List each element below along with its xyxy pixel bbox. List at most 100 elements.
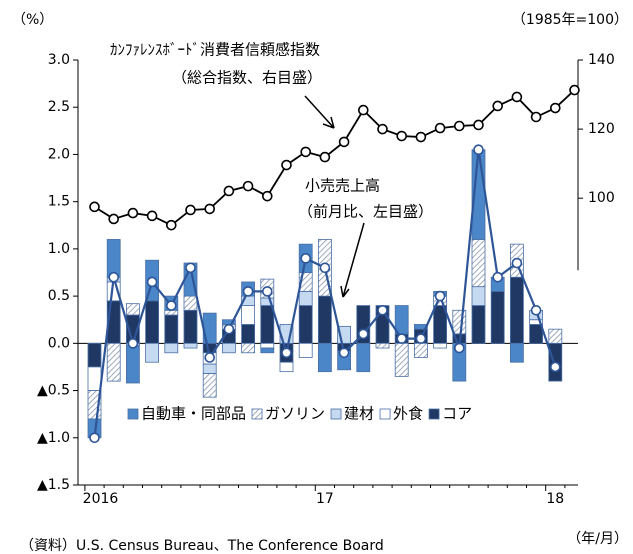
bar-segment (260, 305, 275, 344)
bar-segment (375, 342, 390, 349)
bar-segment (241, 305, 256, 325)
bar-segment (413, 342, 428, 358)
marker (415, 131, 427, 143)
marker (242, 180, 254, 192)
marker (146, 210, 158, 222)
bar-segment (87, 342, 102, 368)
bar-segment (183, 309, 198, 344)
y-tick-label: 0.5 (48, 288, 70, 304)
x-unit: （年/月） (567, 531, 628, 547)
bar-segment (298, 290, 313, 306)
bar-segment (164, 314, 179, 344)
bar-segment (317, 342, 332, 373)
marker (223, 185, 235, 197)
bar-segment (298, 305, 313, 344)
marker (415, 333, 427, 344)
legend-label: 自動車・同部品 (141, 405, 246, 423)
y-tick-label: 1.0 (48, 241, 70, 257)
marker (338, 136, 350, 148)
bar-segment (241, 324, 256, 344)
bar-segment (509, 276, 524, 344)
legend-swatch (127, 408, 139, 420)
marker (166, 219, 177, 231)
arrows (304, 95, 365, 298)
marker (434, 122, 446, 134)
marker (492, 100, 504, 112)
marker (511, 91, 523, 103)
bar-segment (548, 328, 563, 344)
marker (261, 286, 273, 297)
marker (492, 271, 504, 283)
bar-segment (106, 342, 121, 382)
marker (453, 342, 465, 354)
marker (357, 104, 369, 116)
bar-segment (471, 239, 486, 288)
marker (377, 123, 388, 135)
marker (319, 151, 331, 163)
marker (300, 253, 312, 264)
marker (300, 146, 312, 158)
y-tick-label: ▲1.5 (37, 477, 70, 493)
bar-segment (106, 239, 121, 278)
bar-segment (509, 342, 524, 363)
bar-segment (471, 305, 486, 344)
y-tick-label: 2.0 (48, 146, 70, 162)
bar-segment (356, 342, 371, 373)
x-tick-label: 18 (546, 491, 564, 507)
bar-segment (433, 342, 448, 349)
marker (89, 432, 100, 444)
bar-segment (126, 303, 140, 316)
y2-tick-label: 120 (588, 121, 615, 137)
bar-segment (87, 366, 102, 391)
marker (549, 102, 561, 114)
marker (127, 207, 139, 219)
marker (261, 190, 273, 202)
bar-segment (452, 309, 467, 335)
marker (223, 323, 235, 335)
bar-segment (202, 363, 217, 374)
bar-segment (164, 309, 179, 316)
legend-swatch (379, 408, 391, 420)
bar-segment (260, 347, 275, 354)
marker (338, 347, 350, 359)
bar-segment (490, 290, 505, 344)
bar-segment (183, 342, 198, 349)
bar-segment (145, 342, 160, 363)
bar-segment (260, 342, 275, 349)
y-tick-label: ▲0.5 (37, 383, 70, 399)
bar-segment (183, 295, 198, 311)
marker (530, 304, 542, 316)
bar-segment (126, 344, 140, 384)
y-tick-label: ▲1.0 (37, 430, 70, 446)
source: （資料）U.S. Census Bureau、The Conference Bo… (20, 538, 384, 554)
legend-label: コア (442, 405, 472, 423)
marker (357, 328, 369, 340)
marker (204, 203, 215, 215)
legend-label: 建材 (344, 405, 374, 423)
marker (549, 361, 561, 373)
bar-segment (221, 342, 236, 354)
y-tick-label: 0.0 (48, 335, 70, 351)
right-unit: （1985年=100） (512, 12, 628, 28)
bar-segment (298, 342, 313, 358)
y2-tick-label: 140 (588, 52, 615, 68)
legend-swatch (428, 408, 440, 420)
marker (146, 276, 158, 288)
x-tick-label: 17 (316, 491, 334, 507)
annotation: （総合指数、右目盛） (172, 69, 322, 87)
marker (185, 262, 196, 274)
marker (473, 119, 484, 131)
bar-segment (471, 286, 486, 306)
bar-segment (145, 300, 160, 344)
y2-tick-label: 100 (588, 190, 615, 206)
bar-segment (279, 361, 294, 373)
marker (204, 352, 215, 363)
marker (511, 257, 523, 269)
bar-segment (529, 324, 543, 344)
marker (377, 304, 388, 316)
marker (530, 111, 542, 123)
bar-segment (202, 373, 217, 398)
bar-segment (164, 342, 179, 354)
marker (434, 290, 446, 302)
